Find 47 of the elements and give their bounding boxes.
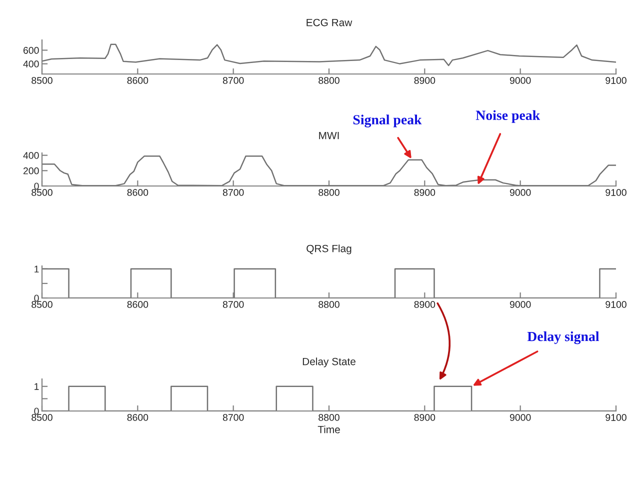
- x-tick-label: 9000: [510, 301, 531, 308]
- y-tick-label: 0: [34, 182, 39, 190]
- y-tick-label: 400: [23, 60, 39, 68]
- x-tick-label: 8900: [414, 77, 436, 84]
- x-tick-label: 8700: [222, 77, 244, 84]
- x-tick-label: 8800: [318, 301, 340, 308]
- annotation: Noise peak: [476, 110, 540, 123]
- annotation: Signal peak: [353, 114, 422, 128]
- x-tick-label: 8800: [318, 77, 340, 84]
- x-tick-label: 8500: [32, 414, 52, 421]
- x-tick-label: 9000: [510, 414, 531, 421]
- x-tick-label: 9100: [606, 77, 626, 84]
- chart-title: MWI: [319, 132, 339, 140]
- x-tick-label: 8500: [32, 301, 52, 308]
- x-tick-label: 8600: [127, 189, 148, 196]
- y-tick-label: 0: [34, 294, 39, 302]
- x-tick-label: 9100: [606, 414, 626, 421]
- x-tick-label: 8600: [127, 414, 148, 421]
- line-series: [42, 44, 616, 66]
- chart-title: QRS Flag: [306, 244, 352, 254]
- x-tick-label: 8600: [127, 301, 148, 308]
- x-tick-label: 8900: [414, 301, 436, 308]
- x-tick-label: 9100: [606, 301, 626, 308]
- y-tick-label: 200: [23, 167, 39, 174]
- x-tick-label: 9000: [510, 189, 531, 196]
- x-tick-label: 8500: [32, 189, 52, 196]
- x-tick-label: 8800: [318, 189, 340, 196]
- x-tick-label: 8700: [222, 414, 244, 421]
- x-tick-label: 8500: [32, 77, 52, 84]
- x-tick-label: 8900: [414, 189, 436, 196]
- chart-title: Delay State: [302, 358, 356, 368]
- x-tick-label: 8700: [222, 301, 244, 308]
- x-tick-label: 8600: [127, 77, 148, 84]
- x-tick-label: 8900: [414, 414, 436, 421]
- y-tick-label: 1: [34, 383, 39, 390]
- x-tick-label: 8800: [318, 414, 340, 421]
- line-series: [42, 155, 616, 186]
- chart-title: ECG Raw: [306, 18, 352, 26]
- x-axis-title: Time: [318, 426, 340, 434]
- x-tick-label: 8700: [222, 189, 244, 196]
- x-tick-label: 9100: [606, 189, 626, 196]
- y-tick-label: 400: [23, 152, 39, 159]
- y-tick-label: 0: [34, 408, 39, 415]
- annotation: Delay signal: [527, 331, 600, 344]
- y-tick-label: 600: [23, 46, 39, 54]
- x-tick-label: 9000: [510, 77, 531, 84]
- y-tick-label: 1: [34, 266, 39, 272]
